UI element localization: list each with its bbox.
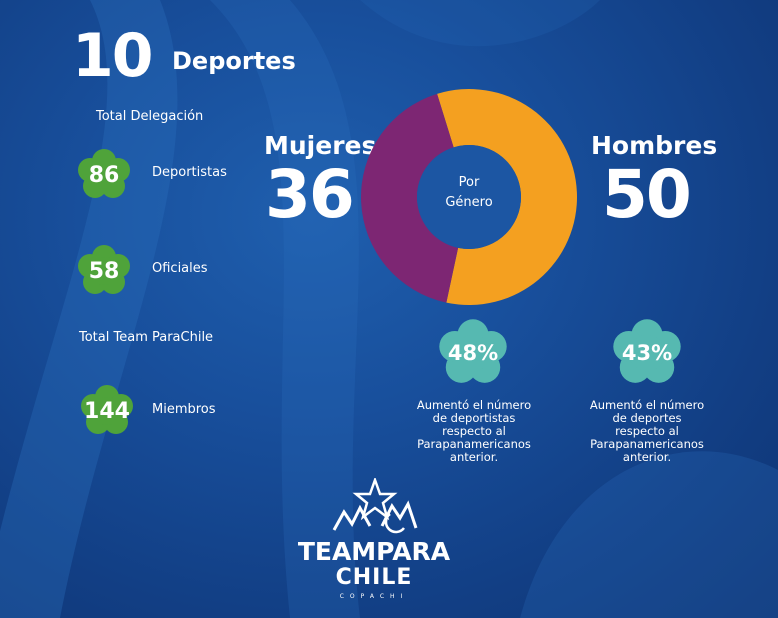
athletes-increase-badge: 48% — [438, 318, 508, 388]
donut-slice-mujeres — [361, 93, 459, 303]
sports-label: Deportes — [172, 47, 296, 75]
athletes-increase-line: de deportistas — [432, 411, 516, 425]
athletes-count: 86 — [88, 162, 120, 188]
flower-badge-icon — [613, 319, 681, 383]
sports-increase-value: 43% — [621, 341, 673, 365]
men-value: 50 — [602, 156, 692, 233]
flower-badge-icon — [78, 245, 130, 294]
logo-line-1: TEAMPARA — [297, 537, 451, 566]
sports-increase-line: anterior. — [622, 450, 672, 464]
members-label: Miembros — [152, 402, 216, 417]
athletes-increase-text: Aumentó el número de deportistas respect… — [399, 399, 549, 464]
team-title: Total Team ParaChile — [79, 330, 214, 345]
athletes-increase-line: respecto al — [442, 424, 506, 438]
donut-center-line-2: Género — [445, 195, 493, 210]
logo-line-2: CHILE — [335, 565, 413, 590]
officials-label: Oficiales — [152, 261, 208, 276]
athletes-increase-line: Parapanamericanos — [417, 437, 531, 451]
sports-increase-line: Parapanamericanos — [590, 437, 704, 451]
sports-increase-line: Aumentó el número — [589, 398, 705, 412]
logo-line-3: COPACHI — [339, 593, 409, 600]
members-count: 144 — [84, 398, 130, 424]
donut-slice-hombres — [437, 89, 577, 305]
sports-increase-text: Aumentó el número de deportes respecto a… — [572, 399, 722, 464]
men-label: Hombres — [591, 131, 718, 160]
delegation-title: Total Delegación — [96, 109, 204, 124]
officials-count: 58 — [88, 258, 120, 284]
donut-hole — [417, 145, 521, 249]
flower-badge-icon — [78, 149, 130, 198]
women-label: Mujeres — [264, 131, 377, 160]
athletes-label: Deportistas — [152, 165, 227, 180]
donut-center-label: Por Género — [419, 173, 519, 213]
gender-donut-chart — [361, 89, 577, 305]
sports-increase-badge: 43% — [612, 318, 682, 388]
members-badge: 144 — [80, 384, 134, 438]
flower-badge-icon — [439, 319, 507, 383]
flower-badge-icon — [81, 385, 133, 434]
sports-count: 10 — [72, 21, 153, 91]
women-value: 36 — [265, 156, 355, 233]
donut-center-line-1: Por — [458, 175, 480, 190]
athletes-increase-line: anterior. — [449, 450, 499, 464]
officials-badge: 58 — [77, 244, 131, 298]
teampara-logo-icon — [332, 478, 418, 534]
athletes-increase-line: Aumentó el número — [416, 398, 532, 412]
sports-increase-line: de deportes — [612, 411, 682, 425]
sports-increase-line: respecto al — [615, 424, 679, 438]
athletes-badge: 86 — [77, 148, 131, 202]
athletes-increase-value: 48% — [447, 341, 499, 365]
